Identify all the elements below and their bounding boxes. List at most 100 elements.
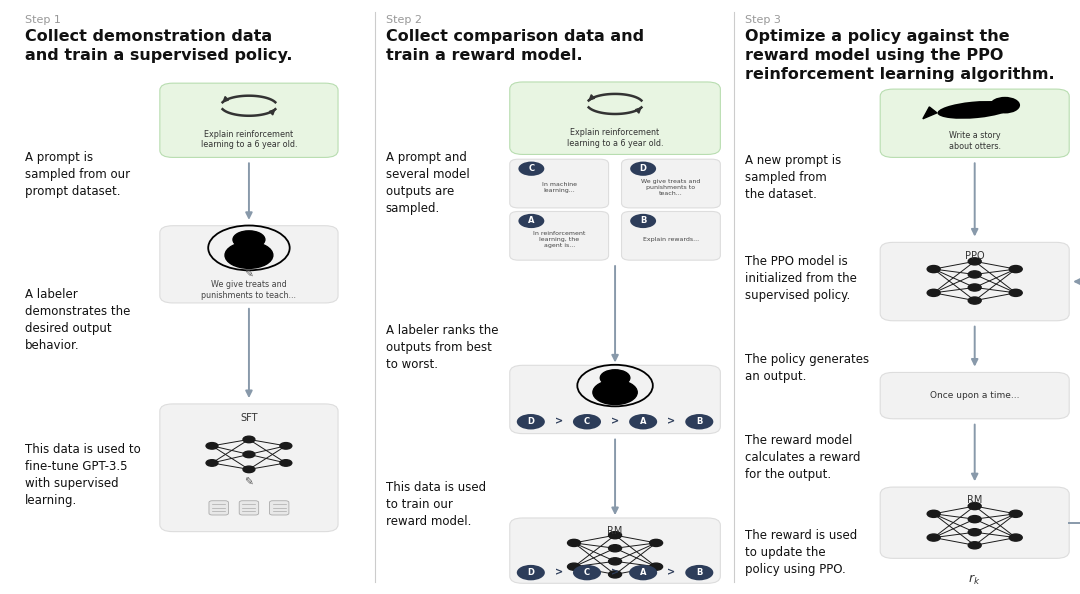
Text: >: > xyxy=(555,417,563,426)
FancyBboxPatch shape xyxy=(239,501,259,515)
Text: Collect demonstration data
and train a supervised policy.: Collect demonstration data and train a s… xyxy=(25,29,293,63)
Text: D: D xyxy=(527,568,535,577)
Text: RM: RM xyxy=(967,495,983,505)
Text: Explain reinforcement
learning to a 6 year old.: Explain reinforcement learning to a 6 ye… xyxy=(201,129,297,150)
Text: In machine
learning...: In machine learning... xyxy=(542,182,577,193)
Circle shape xyxy=(1010,534,1023,541)
Text: Step 2: Step 2 xyxy=(386,15,421,25)
Circle shape xyxy=(631,214,657,228)
Circle shape xyxy=(243,436,255,443)
FancyBboxPatch shape xyxy=(880,242,1069,321)
Text: Step 3: Step 3 xyxy=(745,15,781,25)
Text: $r_k$: $r_k$ xyxy=(969,573,981,587)
FancyBboxPatch shape xyxy=(510,211,609,260)
Circle shape xyxy=(969,529,982,536)
Circle shape xyxy=(518,162,544,176)
Text: >: > xyxy=(611,568,619,577)
Text: Explain reinforcement
learning to a 6 year old.: Explain reinforcement learning to a 6 ye… xyxy=(567,128,663,148)
Circle shape xyxy=(517,414,545,429)
Text: ✎: ✎ xyxy=(244,270,254,279)
Text: >: > xyxy=(555,568,563,577)
Circle shape xyxy=(609,532,622,539)
Circle shape xyxy=(1010,510,1023,517)
Circle shape xyxy=(686,565,714,580)
Text: Write a story
about otters.: Write a story about otters. xyxy=(948,131,1001,151)
Text: A prompt is
sampled from our
prompt dataset.: A prompt is sampled from our prompt data… xyxy=(25,151,130,198)
Text: B: B xyxy=(697,417,702,426)
FancyBboxPatch shape xyxy=(622,211,720,260)
Circle shape xyxy=(630,565,657,580)
Text: SFT: SFT xyxy=(240,413,258,423)
FancyBboxPatch shape xyxy=(622,159,720,208)
Circle shape xyxy=(969,271,982,278)
Polygon shape xyxy=(922,107,937,119)
Circle shape xyxy=(686,414,714,429)
Text: C: C xyxy=(528,164,535,173)
Text: We give treats and
punishments to
teach...: We give treats and punishments to teach.… xyxy=(642,179,701,196)
Circle shape xyxy=(990,97,1021,113)
FancyBboxPatch shape xyxy=(510,82,720,154)
Text: >: > xyxy=(667,568,675,577)
Circle shape xyxy=(609,545,622,552)
Text: The PPO model is
initialized from the
supervised policy.: The PPO model is initialized from the su… xyxy=(745,255,858,302)
Circle shape xyxy=(630,414,657,429)
Text: The reward is used
to update the
policy using PPO.: The reward is used to update the policy … xyxy=(745,529,858,576)
Text: >: > xyxy=(667,417,675,426)
Circle shape xyxy=(927,289,941,296)
Circle shape xyxy=(969,542,982,549)
Text: We give treats and
punishments to teach...: We give treats and punishments to teach.… xyxy=(202,280,296,299)
FancyBboxPatch shape xyxy=(510,518,720,583)
FancyBboxPatch shape xyxy=(160,83,338,157)
FancyBboxPatch shape xyxy=(160,404,338,532)
Circle shape xyxy=(650,539,663,546)
FancyBboxPatch shape xyxy=(880,487,1069,558)
Circle shape xyxy=(206,443,218,449)
Circle shape xyxy=(568,563,581,570)
Circle shape xyxy=(568,539,581,546)
Circle shape xyxy=(280,460,292,466)
Text: D: D xyxy=(527,417,535,426)
Text: A labeler ranks the
outputs from best
to worst.: A labeler ranks the outputs from best to… xyxy=(386,324,498,371)
Text: ✎: ✎ xyxy=(244,478,254,488)
Circle shape xyxy=(609,558,622,565)
Text: This data is used to
fine-tune GPT-3.5
with supervised
learning.: This data is used to fine-tune GPT-3.5 w… xyxy=(25,443,140,507)
Circle shape xyxy=(631,162,657,176)
Circle shape xyxy=(243,451,255,457)
Text: A: A xyxy=(639,568,647,577)
Text: PPO: PPO xyxy=(964,251,985,261)
Text: A labeler
demonstrates the
desired output
behavior.: A labeler demonstrates the desired outpu… xyxy=(25,288,131,352)
Circle shape xyxy=(927,266,941,273)
Text: Optimize a policy against the
reward model using the PPO
reinforcement learning : Optimize a policy against the reward mod… xyxy=(745,29,1055,82)
Circle shape xyxy=(1010,289,1023,296)
Text: RM: RM xyxy=(607,526,623,536)
Circle shape xyxy=(518,214,544,228)
Text: C: C xyxy=(584,568,590,577)
Circle shape xyxy=(233,231,265,248)
FancyBboxPatch shape xyxy=(210,501,228,515)
Circle shape xyxy=(593,380,637,405)
Circle shape xyxy=(927,510,941,517)
Circle shape xyxy=(969,516,982,523)
FancyBboxPatch shape xyxy=(270,501,289,515)
Circle shape xyxy=(280,443,292,449)
Text: Explain rewards...: Explain rewards... xyxy=(643,237,699,242)
Circle shape xyxy=(225,242,273,268)
Circle shape xyxy=(609,571,622,578)
Ellipse shape xyxy=(937,101,1012,119)
FancyBboxPatch shape xyxy=(880,89,1069,157)
Text: A new prompt is
sampled from
the dataset.: A new prompt is sampled from the dataset… xyxy=(745,154,841,201)
Circle shape xyxy=(600,370,630,386)
Text: Step 1: Step 1 xyxy=(25,15,60,25)
Text: C: C xyxy=(584,417,590,426)
Text: Collect comparison data and
train a reward model.: Collect comparison data and train a rewa… xyxy=(386,29,644,63)
Text: The policy generates
an output.: The policy generates an output. xyxy=(745,353,869,384)
Circle shape xyxy=(573,565,602,580)
Circle shape xyxy=(206,460,218,466)
Text: Once upon a time...: Once upon a time... xyxy=(930,391,1020,400)
Text: In reinforcement
learning, the
agent is...: In reinforcement learning, the agent is.… xyxy=(534,232,585,248)
Circle shape xyxy=(573,414,602,429)
Text: A: A xyxy=(528,216,535,226)
FancyBboxPatch shape xyxy=(160,226,338,303)
Text: D: D xyxy=(639,164,647,173)
Text: B: B xyxy=(697,568,702,577)
